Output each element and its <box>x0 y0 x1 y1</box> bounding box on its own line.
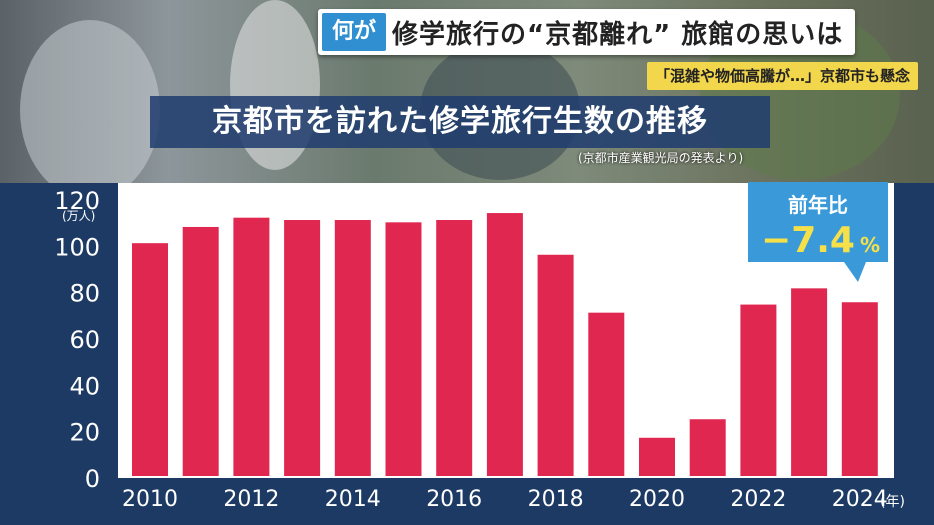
topic-tag: 何が <box>322 13 387 51</box>
x-tick-label: 2020 <box>629 487 685 512</box>
x-tick-label: 2024 <box>832 487 888 512</box>
x-tick-label: 2012 <box>223 487 279 512</box>
bar-2012 <box>233 217 270 477</box>
bar-2023 <box>791 288 828 476</box>
x-tick-label: 2022 <box>730 487 786 512</box>
topic-title: 修学旅行の“京都離れ” 旅館の思いは <box>392 19 844 50</box>
y-tick-label: 40 <box>69 372 100 400</box>
y-tick-label: 60 <box>69 326 100 354</box>
bar-2010 <box>132 243 168 476</box>
bar-2016 <box>436 220 473 476</box>
bar-2022 <box>740 304 777 476</box>
y-tick-label: 120 <box>54 187 100 215</box>
bar-2015 <box>385 222 422 476</box>
bar-2011 <box>182 226 219 476</box>
yoy-unit: % <box>860 233 880 257</box>
chart-title: 京都市を訪れた修学旅行生数の推移 <box>150 96 770 148</box>
yoy-callout-pointer <box>844 262 866 282</box>
bar-2020 <box>639 437 675 476</box>
subtitle-banner: 「混雑や物価高騰が…」京都市も懸念 <box>646 62 918 90</box>
bar-2014 <box>334 220 371 476</box>
bar-2024 <box>841 302 878 476</box>
x-axis-unit: (年) <box>880 494 905 510</box>
y-tick-label: 100 <box>54 233 100 261</box>
y-tick-label: 80 <box>69 280 100 308</box>
x-tick-label: 2010 <box>122 487 178 512</box>
bar-2019 <box>588 312 625 476</box>
yoy-value: −7.4 <box>761 220 855 261</box>
x-tick-label: 2014 <box>325 487 381 512</box>
x-tick-label: 2016 <box>426 487 482 512</box>
bar-2018 <box>537 254 574 476</box>
news-topic-banner: 何が 修学旅行の“京都離れ” 旅館の思いは <box>318 9 856 55</box>
bar-2013 <box>284 220 321 476</box>
bar-2021 <box>689 419 726 476</box>
y-tick-label: 0 <box>85 465 100 493</box>
yoy-label: 前年比 <box>788 193 848 217</box>
source-note: (京都市産業観光局の発表より) <box>578 151 744 165</box>
yoy-callout-box <box>748 182 888 262</box>
bar-2017 <box>486 213 523 476</box>
y-axis-unit: (万人) <box>62 209 95 223</box>
x-tick-label: 2018 <box>528 487 584 512</box>
y-tick-label: 20 <box>69 419 100 447</box>
